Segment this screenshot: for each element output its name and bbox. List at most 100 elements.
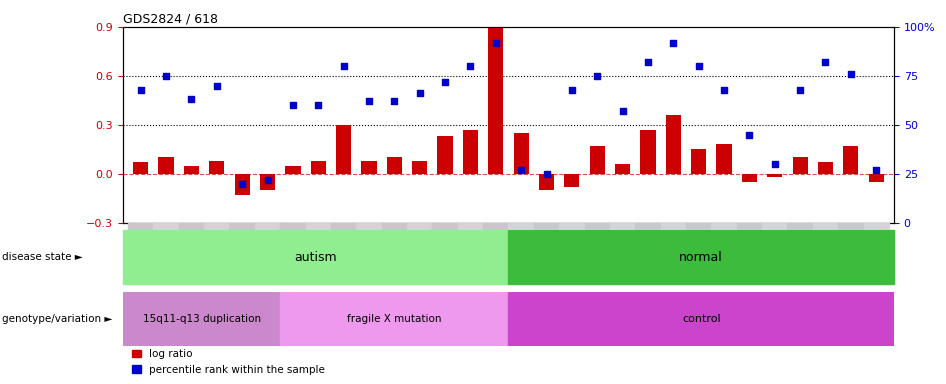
Point <box>310 102 325 108</box>
Bar <box>660 223 686 225</box>
Bar <box>692 149 707 174</box>
Bar <box>640 130 656 174</box>
Bar <box>767 174 782 177</box>
Text: fragile X mutation: fragile X mutation <box>347 314 442 324</box>
Bar <box>742 174 757 182</box>
Bar <box>508 292 894 346</box>
Point <box>615 108 630 114</box>
Text: disease state ►: disease state ► <box>2 252 82 262</box>
Point <box>260 177 275 183</box>
Bar <box>306 223 331 225</box>
Bar <box>463 130 478 174</box>
Bar <box>357 223 381 225</box>
Bar <box>381 223 407 225</box>
Point <box>692 63 707 69</box>
Bar <box>387 157 402 174</box>
Bar <box>564 174 580 187</box>
Bar <box>230 223 254 225</box>
Bar <box>381 223 407 230</box>
Bar <box>407 223 432 230</box>
Bar <box>868 174 884 182</box>
Bar <box>331 223 357 225</box>
Bar <box>711 223 737 225</box>
Bar <box>488 27 503 174</box>
Text: autism: autism <box>294 251 337 264</box>
Bar <box>508 230 894 284</box>
Bar <box>787 223 813 225</box>
Legend: log ratio, percentile rank within the sample: log ratio, percentile rank within the sa… <box>129 345 329 379</box>
Point <box>514 167 529 173</box>
Bar <box>153 223 179 225</box>
Bar <box>235 174 250 195</box>
Bar <box>159 157 174 174</box>
Point <box>235 180 250 187</box>
Bar <box>336 125 351 174</box>
Bar <box>666 115 681 174</box>
Bar <box>361 161 377 174</box>
Bar <box>838 223 864 230</box>
Bar <box>762 223 787 225</box>
Bar <box>280 223 306 225</box>
Bar <box>179 223 204 230</box>
Bar <box>864 223 889 225</box>
Bar <box>585 223 610 230</box>
Bar <box>737 223 762 230</box>
Point <box>133 86 149 93</box>
Point <box>539 170 554 177</box>
Point <box>336 63 351 69</box>
Bar <box>209 161 224 174</box>
Point <box>589 73 604 79</box>
Bar <box>280 292 509 346</box>
Point <box>793 86 808 93</box>
Point <box>159 73 174 79</box>
Bar <box>514 133 529 174</box>
Bar <box>589 146 604 174</box>
Point <box>387 98 402 104</box>
Bar <box>508 223 534 225</box>
Bar <box>407 223 432 225</box>
Bar <box>331 223 357 230</box>
Bar <box>260 174 275 190</box>
Point <box>767 161 782 167</box>
Point <box>488 40 503 46</box>
Bar <box>636 223 660 230</box>
Text: 15q11-q13 duplication: 15q11-q13 duplication <box>143 314 261 324</box>
Bar <box>585 223 610 225</box>
Bar <box>204 223 230 225</box>
Bar <box>793 157 808 174</box>
Bar <box>843 146 858 174</box>
Point <box>209 83 224 89</box>
Bar <box>686 223 711 230</box>
Bar <box>636 223 660 225</box>
Bar <box>864 223 889 230</box>
Bar <box>813 223 838 230</box>
Point <box>361 98 377 104</box>
Point <box>666 40 681 46</box>
Point <box>463 63 478 69</box>
Point <box>184 96 199 103</box>
Bar <box>508 223 534 230</box>
Bar <box>432 223 458 225</box>
Bar <box>534 223 559 230</box>
Text: control: control <box>682 314 721 324</box>
Bar <box>559 223 585 230</box>
Bar <box>230 223 254 230</box>
Bar <box>254 223 280 225</box>
Bar <box>458 223 483 230</box>
Bar <box>123 292 280 346</box>
Bar <box>432 223 458 230</box>
Point <box>286 102 301 108</box>
Point <box>412 90 428 96</box>
Bar <box>610 223 636 225</box>
Bar <box>254 223 280 230</box>
Bar <box>559 223 585 225</box>
Bar <box>716 144 731 174</box>
Point <box>437 79 452 85</box>
Bar <box>184 166 199 174</box>
Text: normal: normal <box>679 251 723 264</box>
Point <box>716 86 731 93</box>
Point <box>640 59 656 65</box>
Bar <box>711 223 737 230</box>
Point <box>868 167 884 173</box>
Bar <box>437 136 453 174</box>
